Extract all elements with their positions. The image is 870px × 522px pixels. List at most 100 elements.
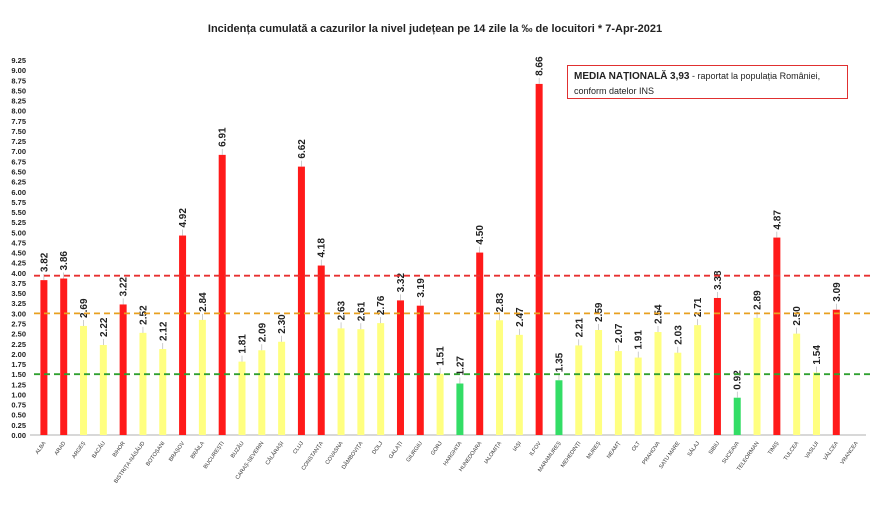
y-tick-label: 9.25 <box>11 56 26 65</box>
x-tick-label: IALOMIȚA <box>484 440 504 465</box>
bar-value-label: 2.61 <box>356 301 367 321</box>
x-tick-label: NEAMȚ <box>606 440 622 460</box>
bar <box>496 320 504 435</box>
y-tick-label: 4.75 <box>11 238 26 247</box>
x-tick-label: DOLJ <box>371 441 384 456</box>
bar-value-label: 3.38 <box>713 270 724 290</box>
callout-label: MEDIA NAȚIONALĂ <box>574 71 668 82</box>
y-tick-label: 9.00 <box>11 66 26 75</box>
bar-value-label: 0.92 <box>733 370 744 390</box>
x-tick-label: MUREȘ <box>586 440 602 460</box>
bar-value-label: 1.81 <box>238 334 249 354</box>
bar-value-label: 2.12 <box>158 321 169 341</box>
national-average-callout: MEDIA NAȚIONALĂ 3,93 - raportat la popul… <box>567 65 848 99</box>
bar-value-label: 2.89 <box>753 290 764 310</box>
bar-value-label: 3.22 <box>119 277 130 297</box>
x-tick-label: BIHOR <box>112 441 127 459</box>
y-tick-label: 1.75 <box>11 360 26 369</box>
bar-value-label: 3.82 <box>39 252 50 272</box>
bar <box>99 345 107 435</box>
bar-value-label: 2.03 <box>673 325 684 345</box>
bar <box>595 330 603 435</box>
x-tick-label: TULCEA <box>783 440 801 461</box>
y-tick-label: 2.50 <box>11 330 26 339</box>
x-tick-label: BUCUREȘTI <box>203 440 226 470</box>
y-tick-label: 0.50 <box>11 411 26 420</box>
y-tick-label: 5.25 <box>11 218 26 227</box>
bar-value-label: 3.86 <box>59 251 70 271</box>
bar-value-label: 2.69 <box>79 298 90 318</box>
bar <box>634 357 642 435</box>
y-tick-label: 2.75 <box>11 320 26 329</box>
bar <box>832 309 840 435</box>
bar <box>515 334 523 435</box>
y-tick-label: 3.75 <box>11 279 26 288</box>
x-tick-label: PRAHOVA <box>642 440 662 465</box>
bar-value-label: 4.87 <box>772 210 783 230</box>
y-tick-label: 0.75 <box>11 401 26 410</box>
bar-value-label: 2.50 <box>792 306 803 326</box>
x-tick-label: GALAȚI <box>388 440 404 460</box>
bar <box>218 154 226 435</box>
bar <box>456 383 464 435</box>
y-tick-label: 2.25 <box>11 340 26 349</box>
bar <box>60 278 68 435</box>
y-tick-label: 8.50 <box>11 86 26 95</box>
x-tick-label: COVASNA <box>325 440 345 465</box>
bar-value-label: 2.63 <box>337 300 348 320</box>
x-tick-label: ARGEȘ <box>71 440 87 459</box>
bar <box>416 305 424 435</box>
bar-value-label: 2.71 <box>693 297 704 317</box>
bar <box>694 325 702 435</box>
bar <box>40 280 48 435</box>
bar <box>614 351 622 435</box>
bar <box>396 300 404 435</box>
bar-value-label: 2.52 <box>138 305 149 325</box>
bar <box>535 83 543 436</box>
x-tick-label: BUZĂU <box>229 440 245 459</box>
x-tick-label: SUCEAVA <box>721 440 741 465</box>
bar-value-label: 1.54 <box>812 345 823 365</box>
chart-title: Incidența cumulată a cazurilor la nivel … <box>207 23 663 35</box>
bar-value-label: 2.09 <box>257 322 268 342</box>
y-tick-label: 8.00 <box>11 107 26 116</box>
bar <box>812 372 820 435</box>
bar <box>377 323 385 435</box>
y-tick-label: 4.00 <box>11 269 26 278</box>
y-tick-label: 6.75 <box>11 157 26 166</box>
y-tick-label: 7.50 <box>11 127 26 136</box>
bar <box>753 317 761 435</box>
callout-suffix: - raportat la populația României, <box>692 71 821 81</box>
y-tick-label: 5.75 <box>11 198 26 207</box>
bar-value-label: 2.22 <box>99 317 110 337</box>
x-tick-label: BOTOȘANI <box>145 440 166 467</box>
bar <box>297 166 305 435</box>
y-tick-label: 8.75 <box>11 76 26 85</box>
bar <box>198 319 206 435</box>
bar-value-label: 1.51 <box>436 346 447 366</box>
bar-value-label: 2.47 <box>515 307 526 327</box>
x-tick-label: BRĂILA <box>189 440 206 460</box>
x-tick-label: MEHEDINȚI <box>560 440 583 469</box>
callout-line2: conform datelor INS <box>574 86 655 96</box>
bar <box>238 361 246 435</box>
bar-value-label: 1.35 <box>554 352 565 372</box>
bar-value-label: 2.07 <box>614 323 625 343</box>
x-tick-label: GORJ <box>430 441 444 457</box>
x-tick-label: CĂLĂRAȘI <box>264 440 286 467</box>
bar <box>654 332 662 435</box>
y-tick-label: 3.00 <box>11 309 26 318</box>
y-tick-label: 7.25 <box>11 137 26 146</box>
y-tick-label: 0.00 <box>11 431 26 440</box>
x-tick-label: BACĂU <box>90 440 107 460</box>
y-tick-label: 3.50 <box>11 289 26 298</box>
bar-value-label: 2.21 <box>574 318 585 338</box>
bar <box>317 265 325 435</box>
y-tick-label: 4.25 <box>11 259 26 268</box>
bar <box>793 333 801 435</box>
y-tick-label: 7.00 <box>11 147 26 156</box>
y-tick-label: 1.25 <box>11 380 26 389</box>
y-tick-label: 5.50 <box>11 208 26 217</box>
